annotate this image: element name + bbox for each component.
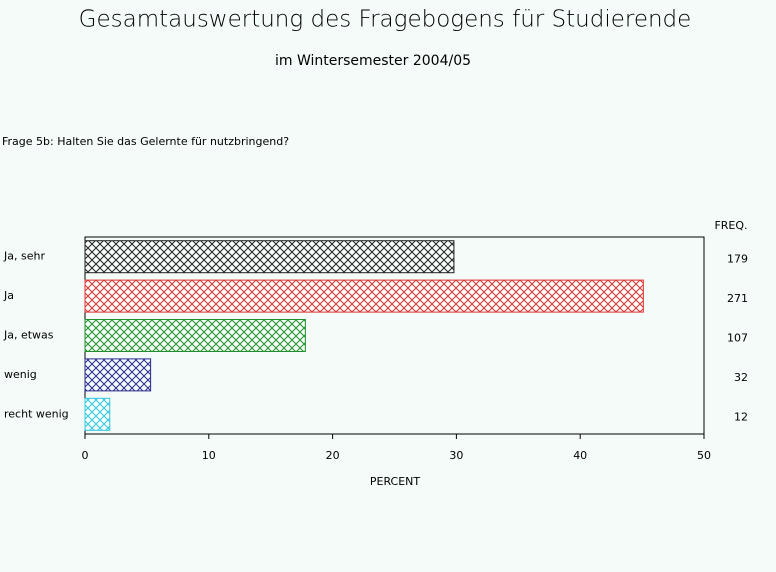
x-tick-label: 0	[82, 449, 89, 462]
x-tick-label: 50	[697, 449, 711, 462]
category-label: Ja, sehr	[3, 250, 45, 263]
x-tick-label: 10	[202, 449, 216, 462]
freq-value: 32	[734, 371, 748, 384]
category-label: wenig	[4, 368, 37, 381]
freq-value: 107	[727, 332, 748, 345]
category-label: recht wenig	[4, 407, 69, 420]
x-tick-label: 20	[326, 449, 340, 462]
chart-subtitle: im Wintersemester 2004/05	[275, 53, 471, 69]
freq-value: 179	[727, 253, 748, 266]
bar	[84, 240, 455, 274]
category-label: Ja, etwas	[3, 329, 54, 342]
chart-title: Gesamtauswertung des Fragebogens für Stu…	[79, 7, 692, 33]
freq-value: 271	[727, 292, 748, 305]
x-tick-label: 40	[573, 449, 587, 462]
x-tick-label: 30	[449, 449, 463, 462]
bar	[84, 319, 306, 352]
question: Frage 5b: Halten Sie das Gelernte für nu…	[2, 135, 289, 148]
freq-value: 12	[734, 410, 748, 423]
bar	[84, 279, 644, 313]
freq-header: FREQ.	[714, 219, 747, 232]
x-axis-label: PERCENT	[370, 475, 421, 488]
category-label: Ja	[3, 289, 14, 302]
bar	[84, 397, 111, 431]
bar	[84, 358, 152, 392]
